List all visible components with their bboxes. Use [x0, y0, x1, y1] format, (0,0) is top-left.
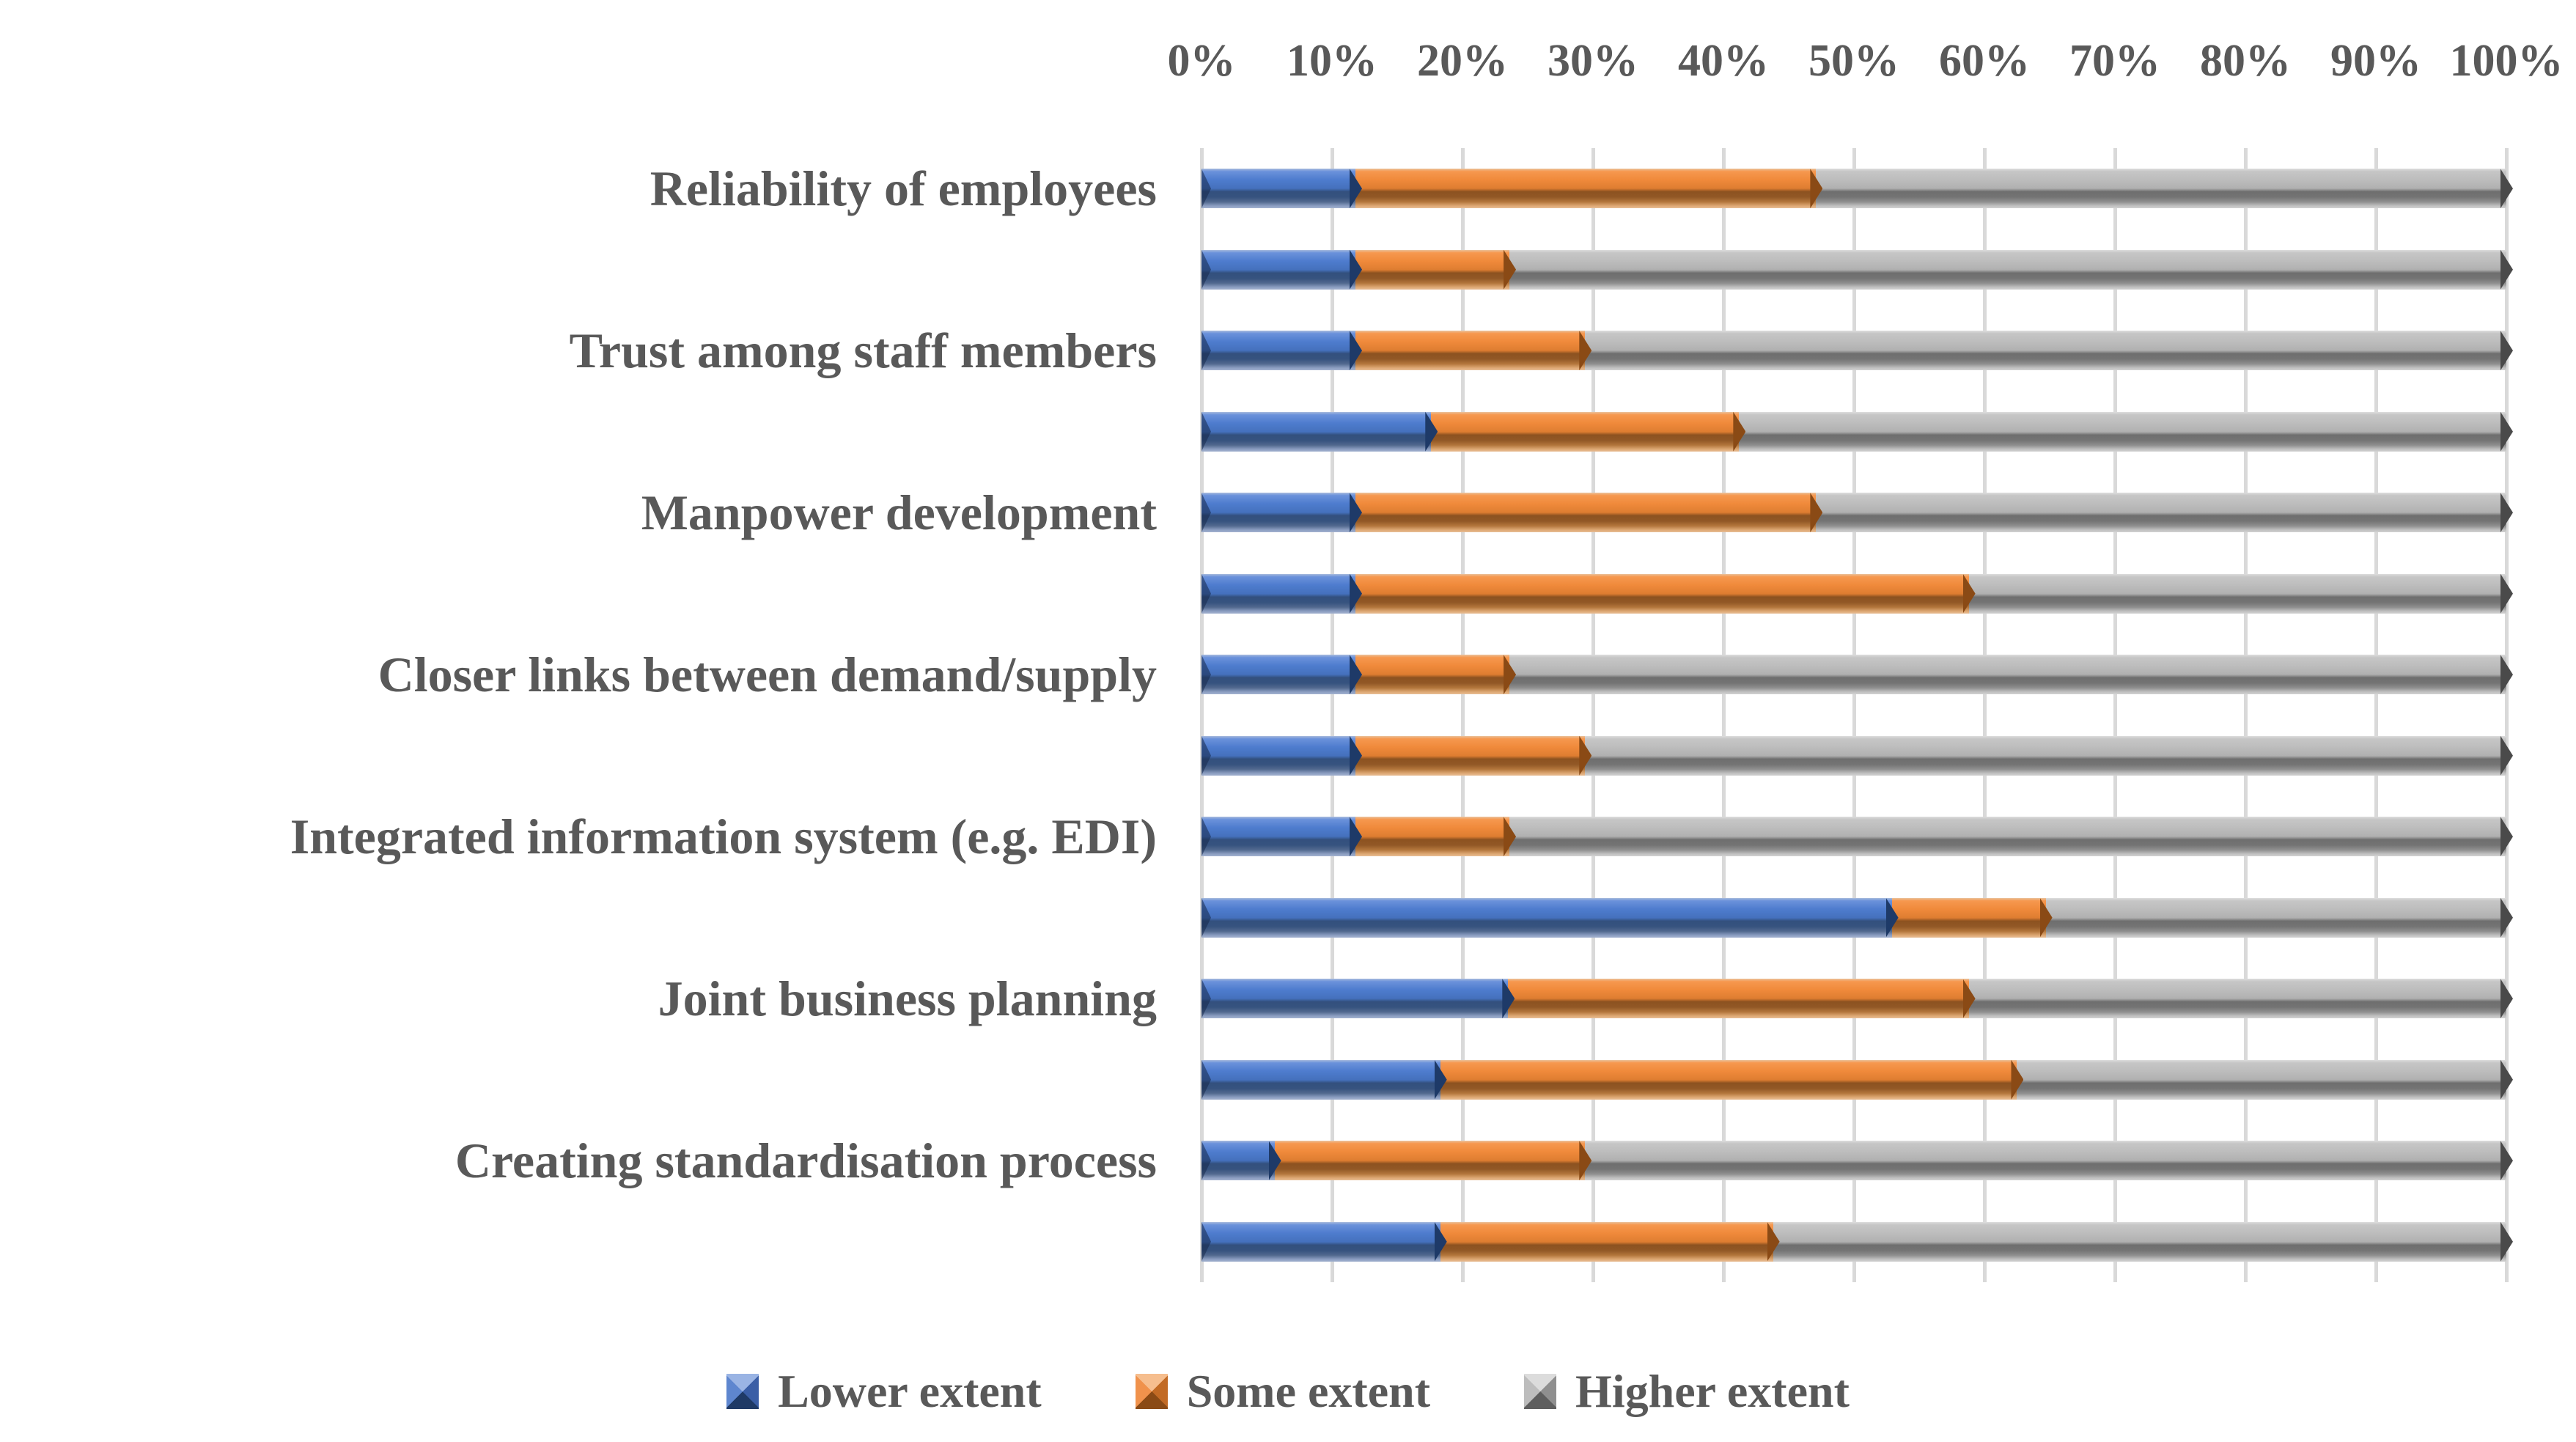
- gridline: [1331, 148, 1334, 1282]
- gridline: [2505, 148, 2509, 1282]
- bar-segment-higher-extent: [1509, 655, 2506, 695]
- bar-segment-lower-extent: [1201, 897, 1892, 938]
- bar-segment-some-extent: [1355, 331, 1586, 371]
- axis-tick-label: 20%: [1417, 35, 1508, 86]
- bar-segment-higher-extent: [1968, 573, 2506, 614]
- bar-row: [1201, 897, 2506, 938]
- category-label: Reliability of employees: [649, 161, 1157, 217]
- bar-segment-some-extent: [1440, 1059, 2017, 1100]
- axis-tick-label: 70%: [2069, 35, 2160, 86]
- bar-segment-some-extent: [1440, 1221, 1773, 1262]
- axis-tick-label: 50%: [1808, 35, 1899, 86]
- bar-segment-some-extent: [1891, 897, 2046, 938]
- bar-row: [1201, 1059, 2506, 1100]
- bar-segment-higher-extent: [1585, 1141, 2506, 1181]
- bar-row: [1201, 1221, 2506, 1262]
- gridline: [2244, 148, 2248, 1282]
- legend-label: Lower extent: [778, 1364, 1042, 1417]
- gridline: [1852, 148, 1856, 1282]
- category-label: Manpower development: [641, 485, 1157, 541]
- bar-row: [1201, 817, 2506, 857]
- bar-segment-some-extent: [1355, 655, 1510, 695]
- axis-tick-label: 80%: [2200, 35, 2291, 86]
- bar-segment-some-extent: [1274, 1141, 1586, 1181]
- bar-row: [1201, 735, 2506, 776]
- bar-segment-some-extent: [1355, 249, 1510, 290]
- category-label: Trust among staff members: [569, 323, 1157, 379]
- bar-segment-lower-extent: [1201, 331, 1356, 371]
- axis-tick-label: 90%: [2330, 35, 2421, 86]
- bar-row: [1201, 1141, 2506, 1181]
- bar-row: [1201, 331, 2506, 371]
- bar-segment-higher-extent: [1816, 169, 2506, 209]
- bar-segment-lower-extent: [1201, 1059, 1440, 1100]
- bar-segment-higher-extent: [1739, 411, 2506, 452]
- bar-row: [1201, 979, 2506, 1019]
- category-label: Closer links between demand/supply: [378, 647, 1157, 703]
- bar-segment-some-extent: [1508, 979, 1969, 1019]
- bar-row: [1201, 249, 2506, 290]
- category-label: Joint business planning: [658, 971, 1157, 1027]
- some-extent-swatch-icon: [1135, 1373, 1168, 1409]
- bar-segment-lower-extent: [1201, 169, 1356, 209]
- bar-row: [1201, 169, 2506, 209]
- bar-row: [1201, 655, 2506, 695]
- bar-segment-higher-extent: [1509, 249, 2506, 290]
- axis-tick-label: 30%: [1548, 35, 1638, 86]
- bar-segment-higher-extent: [1509, 817, 2506, 857]
- lower-extent-swatch-icon: [726, 1373, 759, 1409]
- legend-label: Some extent: [1186, 1364, 1431, 1417]
- bar-segment-some-extent: [1431, 411, 1740, 452]
- legend: Lower extent Some extent Higher extent: [0, 1349, 2576, 1433]
- category-label: Creating standardisation process: [455, 1133, 1157, 1189]
- bar-segment-lower-extent: [1201, 735, 1356, 776]
- bar-segment-higher-extent: [2045, 897, 2506, 938]
- legend-item-some-extent: Some extent: [1135, 1364, 1431, 1417]
- legend-item-higher-extent: Higher extent: [1524, 1364, 1850, 1417]
- bar-segment-lower-extent: [1201, 493, 1356, 533]
- axis-tick-label: 40%: [1678, 35, 1769, 86]
- gridline: [1983, 148, 1987, 1282]
- bar-segment-lower-extent: [1201, 817, 1356, 857]
- bar-segment-lower-extent: [1201, 573, 1356, 614]
- axis-tick-label: 0%: [1167, 35, 1236, 86]
- bar-segment-lower-extent: [1201, 411, 1432, 452]
- bar-segment-some-extent: [1355, 573, 1969, 614]
- gridline: [2374, 148, 2378, 1282]
- bar-segment-higher-extent: [1816, 493, 2506, 533]
- bar-segment-some-extent: [1355, 817, 1510, 857]
- bar-row: [1201, 411, 2506, 452]
- bar-segment-higher-extent: [2017, 1059, 2506, 1100]
- gridline: [1461, 148, 1465, 1282]
- legend-label: Higher extent: [1575, 1364, 1850, 1417]
- bar-segment-lower-extent: [1201, 979, 1509, 1019]
- higher-extent-swatch-icon: [1524, 1373, 1557, 1409]
- gridline: [2113, 148, 2117, 1282]
- bar-segment-higher-extent: [1585, 735, 2506, 776]
- gridline: [1591, 148, 1595, 1282]
- bar-segment-lower-extent: [1201, 655, 1356, 695]
- bar-row: [1201, 493, 2506, 533]
- bar-segment-higher-extent: [1585, 331, 2506, 371]
- gridline: [1200, 148, 1204, 1282]
- bar-segment-lower-extent: [1201, 249, 1356, 290]
- bar-segment-higher-extent: [1773, 1221, 2506, 1262]
- bar-row: [1201, 573, 2506, 614]
- bar-segment-lower-extent: [1201, 1221, 1440, 1262]
- bar-segment-lower-extent: [1201, 1141, 1275, 1181]
- axis-tick-label: 100%: [2449, 35, 2564, 86]
- category-label: Integrated information system (e.g. EDI): [290, 809, 1157, 865]
- gridline: [1722, 148, 1726, 1282]
- axis-tick-label: 60%: [1939, 35, 2030, 86]
- legend-item-lower-extent: Lower extent: [726, 1364, 1042, 1417]
- axis-tick-label: 10%: [1287, 35, 1377, 86]
- bar-segment-higher-extent: [1968, 979, 2506, 1019]
- bar-segment-some-extent: [1355, 169, 1817, 209]
- bar-segment-some-extent: [1355, 493, 1817, 533]
- bar-segment-some-extent: [1355, 735, 1586, 776]
